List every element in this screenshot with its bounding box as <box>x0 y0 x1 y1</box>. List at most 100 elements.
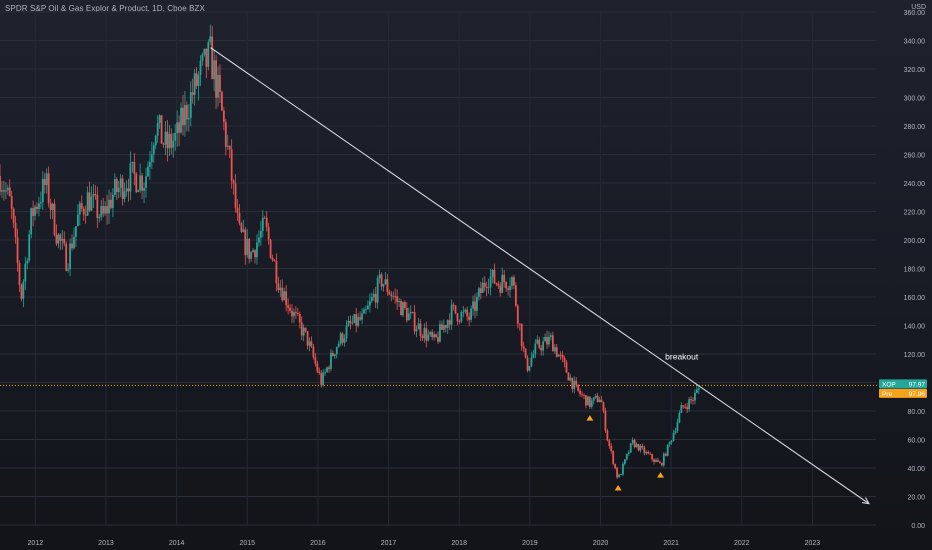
candle-body <box>376 278 379 303</box>
candle-body <box>147 166 149 177</box>
candle-body <box>45 173 48 186</box>
candle-body <box>598 399 601 403</box>
candle-body <box>281 287 284 301</box>
candle-body <box>571 377 574 390</box>
candle-body <box>370 297 373 302</box>
y-tick-label: 60.00 <box>907 438 925 445</box>
candle-body <box>232 180 235 184</box>
candle-body <box>215 60 217 98</box>
candle-body <box>407 313 410 321</box>
candle-body <box>396 296 399 303</box>
candle-body <box>88 192 91 211</box>
candle-body <box>92 193 95 197</box>
y-tick-label: 80.00 <box>907 409 925 416</box>
candle-body <box>355 314 358 326</box>
candle-body <box>261 217 264 231</box>
candle-body <box>649 453 652 455</box>
candle-body <box>481 282 484 293</box>
candle-body <box>588 396 591 407</box>
candle-body <box>195 73 198 86</box>
candle-body <box>676 422 679 431</box>
candle-body <box>372 294 375 298</box>
candle-body <box>230 149 233 181</box>
candle-body <box>439 324 441 342</box>
candle-body <box>623 459 626 464</box>
candle-body <box>277 283 280 291</box>
candle-body <box>211 36 214 80</box>
candle-body <box>655 460 657 462</box>
candle-body <box>514 285 517 306</box>
candle-body <box>528 366 531 371</box>
candle-body <box>2 190 5 192</box>
price-label-bg <box>879 388 927 398</box>
candle-body <box>690 399 692 401</box>
candle-body <box>526 357 529 371</box>
candle-body <box>411 312 414 313</box>
candle-body <box>293 312 295 317</box>
candle-body <box>565 362 568 373</box>
candle-body <box>300 322 303 336</box>
candle-body <box>664 453 667 456</box>
candle-body <box>538 339 541 348</box>
candle-body <box>41 178 44 203</box>
candle-body <box>474 301 476 311</box>
candle-body <box>320 373 323 385</box>
candle-body <box>614 463 617 468</box>
candle-body <box>374 294 377 303</box>
candle-body <box>296 313 299 314</box>
candle-body <box>59 234 62 241</box>
candle-body <box>581 394 583 396</box>
candle-body <box>472 301 474 309</box>
candle-body <box>207 42 210 67</box>
candle-body <box>306 331 309 346</box>
candle-body <box>485 286 488 288</box>
candle-body <box>546 336 548 345</box>
trendline[interactable] <box>210 47 870 505</box>
candle-body <box>12 208 15 223</box>
candle-body <box>347 320 350 326</box>
candle-body <box>466 309 469 317</box>
candle-body <box>69 243 71 270</box>
y-tick-label: 120.00 <box>904 352 926 359</box>
annotations: breakout <box>665 352 699 362</box>
candle-body <box>419 323 422 336</box>
candle-body <box>483 282 486 287</box>
candle-body <box>254 250 256 258</box>
candle-body <box>450 304 453 325</box>
candle-body <box>4 190 7 192</box>
candle-body <box>575 380 578 385</box>
candle-body <box>154 135 157 146</box>
candle-body <box>291 310 293 317</box>
candle-body <box>680 405 683 413</box>
candle-body <box>43 178 46 186</box>
candle-body <box>553 347 556 352</box>
candle-body <box>437 337 439 342</box>
candle-body <box>674 430 677 434</box>
candle-body <box>643 447 646 454</box>
candle-body <box>168 133 171 149</box>
y-tick-label: 360.00 <box>904 10 926 17</box>
candle-body <box>113 179 116 195</box>
candle-body <box>226 145 229 147</box>
candle-body <box>271 258 274 260</box>
candle-body <box>440 324 443 330</box>
candle-body <box>431 331 434 338</box>
y-tick-label: 200.00 <box>904 238 926 245</box>
candle-body <box>604 410 607 431</box>
triangle-marker-icon <box>657 472 665 478</box>
candle-body <box>501 274 504 293</box>
candle-body <box>647 452 650 454</box>
price-label-value: 97.96 <box>909 391 926 398</box>
candle-body <box>561 355 564 358</box>
candle-body <box>608 440 611 446</box>
candle-body <box>55 234 58 244</box>
candle-body <box>622 463 624 475</box>
candle-body <box>518 323 521 325</box>
candle-body <box>139 175 142 191</box>
candle-body <box>612 451 615 464</box>
candle-body <box>629 443 632 453</box>
candle-body <box>47 173 50 204</box>
candle-body <box>507 288 509 290</box>
